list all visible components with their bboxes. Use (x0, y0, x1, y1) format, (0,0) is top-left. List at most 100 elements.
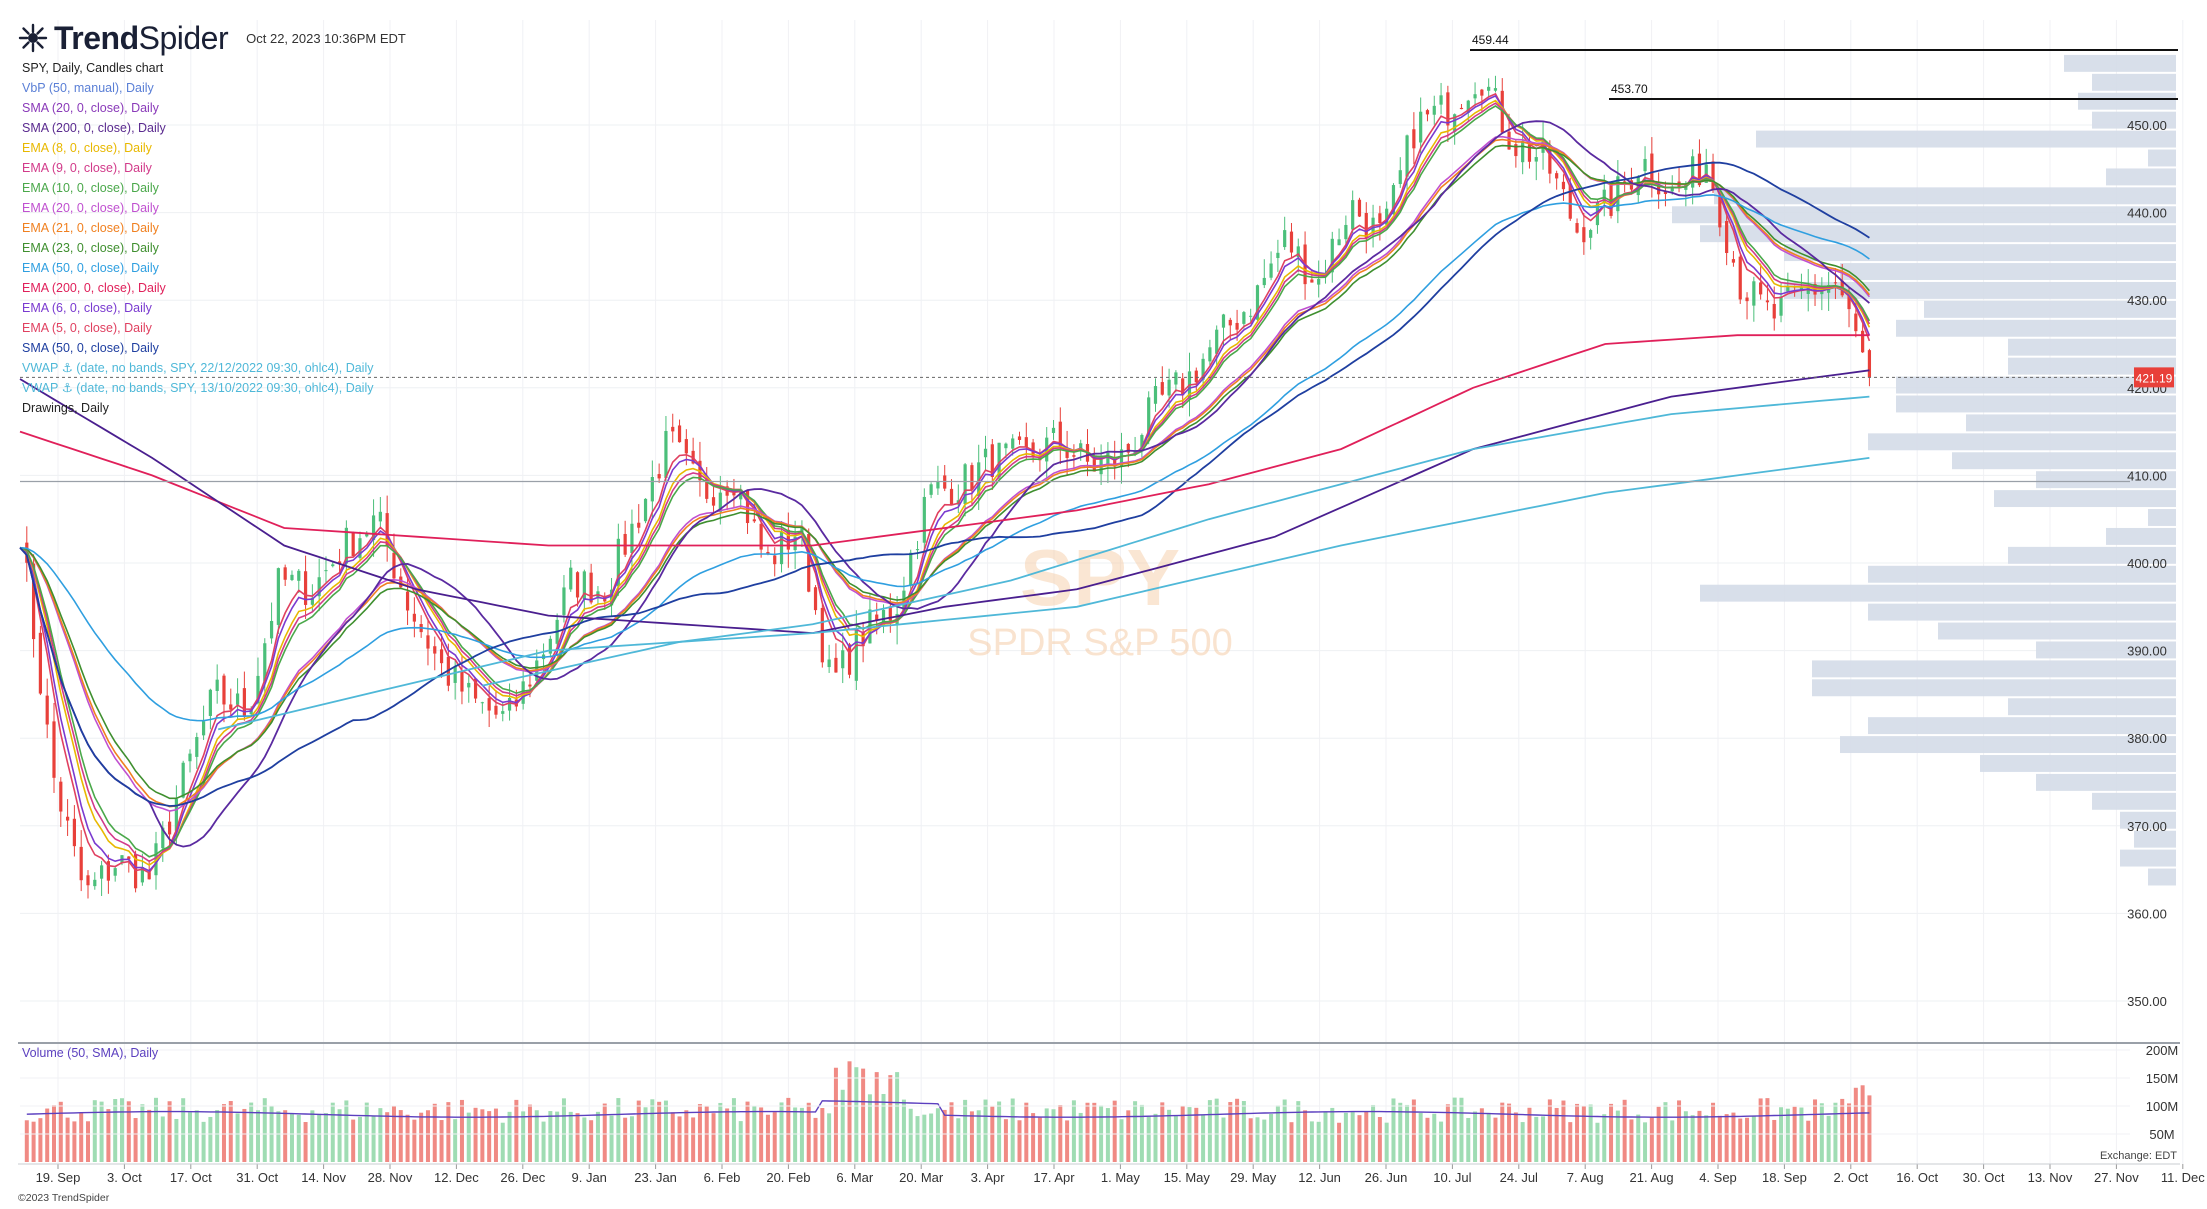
legend-item[interactable]: EMA (20, 0, close), Daily (22, 201, 159, 215)
candle-body (1385, 208, 1389, 225)
candle-body (1534, 157, 1538, 162)
volume-bar (276, 1111, 281, 1162)
volume-bar (1711, 1102, 1716, 1162)
volume-tick-label: 150M (2146, 1071, 2179, 1086)
volume-bar (310, 1110, 315, 1162)
legend-item[interactable]: VWAP ⚓ (date, no bands, SPY, 13/10/2022 … (22, 381, 374, 395)
volume-bar (1799, 1107, 1804, 1162)
legend-item[interactable]: EMA (50, 0, close), Daily (22, 261, 159, 275)
volume-bar (847, 1061, 852, 1162)
candle-body (453, 666, 457, 683)
volume-bar (691, 1117, 696, 1162)
vbp-bar (1784, 244, 2176, 262)
volume-bar (786, 1097, 791, 1162)
vbp-bar (1672, 206, 2176, 224)
legend-item[interactable]: EMA (23, 0, close), Daily (22, 241, 159, 255)
volume-axis: 50M 100M 150M 200M (20, 1043, 2178, 1142)
legend-item[interactable]: SPY, Daily, Candles chart (22, 61, 164, 75)
candle-body (1602, 189, 1606, 204)
vbp-bar (2036, 471, 2176, 489)
candle-body (1038, 456, 1042, 461)
app-header: TrendSpider Oct 22, 2023 10:36PM EDT (18, 18, 406, 58)
candle-body (705, 477, 709, 499)
candle-body (1833, 282, 1838, 284)
volume-bar (235, 1113, 240, 1162)
time-tick-label: 24. Jul (1500, 1170, 1538, 1185)
volume-bar (521, 1111, 526, 1162)
candle-body (1745, 297, 1749, 302)
legend-item[interactable]: SMA (50, 0, close), Daily (22, 341, 159, 355)
candle-body (1310, 279, 1314, 283)
last-price-label: 421.19 (2136, 371, 2173, 385)
candle-body (949, 488, 954, 506)
volume-bar (1690, 1115, 1695, 1162)
volume-bar (58, 1101, 63, 1162)
candle-body (1174, 372, 1178, 385)
volume-bar (568, 1111, 573, 1162)
candle-body (229, 704, 233, 710)
candle-body (562, 587, 566, 615)
candle-body (1194, 370, 1198, 383)
candle-body (1065, 449, 1069, 458)
legend-item[interactable]: EMA (9, 0, close), Daily (22, 161, 152, 175)
price-tick-label: 380.00 (2127, 731, 2167, 746)
volume-bar (1643, 1122, 1648, 1162)
candle-body (1670, 186, 1674, 192)
candle-body (1167, 379, 1171, 396)
vbp-bar (1896, 395, 2176, 413)
moving-average-line (19, 120, 1870, 848)
logo-text-light: Spider (138, 19, 229, 56)
legend-item[interactable]: VbP (50, manual), Daily (22, 81, 154, 95)
volume-bar (969, 1111, 974, 1162)
candle-body (1113, 459, 1117, 467)
legend-item[interactable]: EMA (21, 0, close), Daily (22, 221, 159, 235)
legend-item[interactable]: EMA (6, 0, close), Daily (22, 301, 152, 315)
volume-bar (153, 1097, 158, 1162)
candle-body (1011, 438, 1015, 449)
vbp-bar (1952, 452, 2176, 470)
moving-average-line (19, 92, 1871, 874)
candle-body (72, 818, 76, 847)
volume-bar (99, 1101, 104, 1162)
volume-bar (1173, 1115, 1178, 1162)
volume-bar (527, 1104, 532, 1162)
legend-item[interactable]: EMA (8, 0, close), Daily (22, 141, 152, 155)
volume-bar (1765, 1098, 1770, 1162)
candle-body (1419, 111, 1423, 143)
candle-body (1201, 358, 1205, 380)
candle-body (215, 679, 219, 691)
volume-bar (255, 1110, 260, 1162)
candle-body (113, 868, 117, 876)
volume-bar (1418, 1112, 1423, 1162)
price-axis[interactable]: 350.00 360.00 370.00 380.00 390.00 400.00 410.… (2127, 118, 2174, 1009)
candle-body (1786, 286, 1790, 292)
candle-body (1398, 170, 1402, 185)
candle-body (1133, 450, 1137, 455)
legend-item[interactable]: VWAP ⚓ (date, no bands, SPY, 22/12/2022 … (22, 361, 374, 375)
legend-item[interactable]: SMA (20, 0, close), Daily (22, 101, 159, 115)
volume-bar (1065, 1120, 1070, 1162)
volume-bar (480, 1109, 485, 1162)
candle-body (1004, 443, 1008, 449)
time-axis[interactable]: 19. Sep 3. Oct 17. Oct 31. Oct 14. Nov 28. No… (36, 1164, 2206, 1185)
volume-bar (147, 1109, 152, 1162)
legend-item[interactable]: SMA (200, 0, close), Daily (22, 121, 166, 135)
horizontal-levels[interactable]: 459.44 453.70 (20, 33, 2178, 483)
volume-bar (323, 1113, 328, 1162)
candle-body (1466, 100, 1470, 113)
legend-item[interactable]: EMA (200, 0, close), Daily (22, 281, 166, 295)
vbp-bar (1868, 603, 2176, 621)
legend-item[interactable]: EMA (5, 0, close), Daily (22, 321, 152, 335)
volume-bar (45, 1108, 50, 1162)
candle-body (412, 613, 416, 622)
legend-item[interactable]: Drawings, Daily (22, 401, 109, 415)
candle-body (1317, 279, 1321, 285)
volume-bar (1411, 1099, 1416, 1162)
volume-legend[interactable]: Volume (50, SMA), Daily (22, 1046, 159, 1060)
candle-body (589, 572, 593, 603)
legend-item[interactable]: EMA (10, 0, close), Daily (22, 181, 159, 195)
volume-bar (874, 1072, 879, 1162)
candle-body (59, 781, 63, 812)
volume-bar (922, 1114, 927, 1162)
